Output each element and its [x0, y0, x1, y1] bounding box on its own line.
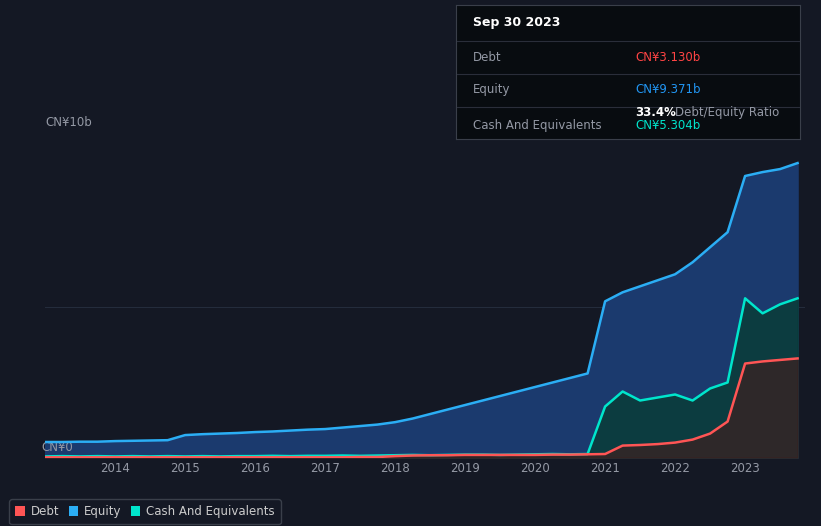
Text: CN¥5.304b: CN¥5.304b: [635, 119, 700, 133]
Text: Debt/Equity Ratio: Debt/Equity Ratio: [675, 106, 779, 119]
Text: 33.4%: 33.4%: [635, 106, 676, 119]
Legend: Debt, Equity, Cash And Equivalents: Debt, Equity, Cash And Equivalents: [9, 500, 281, 524]
Text: Equity: Equity: [473, 83, 511, 96]
Text: CN¥10b: CN¥10b: [45, 116, 92, 129]
Text: CN¥0: CN¥0: [41, 441, 73, 454]
Text: Cash And Equivalents: Cash And Equivalents: [473, 119, 602, 133]
Text: CN¥9.371b: CN¥9.371b: [635, 83, 700, 96]
Text: Debt: Debt: [473, 51, 502, 64]
Text: CN¥3.130b: CN¥3.130b: [635, 51, 700, 64]
Text: Sep 30 2023: Sep 30 2023: [473, 16, 560, 29]
